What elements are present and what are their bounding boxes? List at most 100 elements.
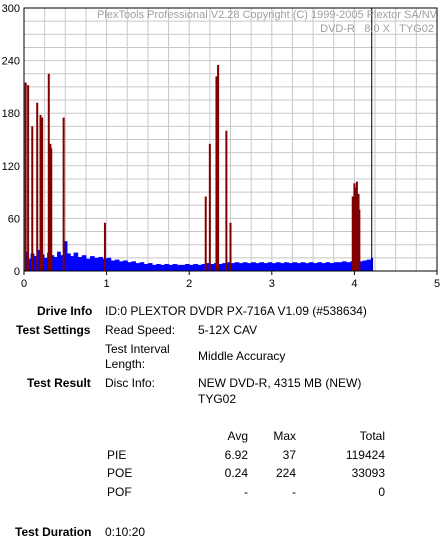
pif-bar: [351, 196, 354, 271]
pie-series: [25, 241, 374, 271]
pie-bar: [362, 260, 368, 271]
pif-bar: [208, 143, 211, 271]
pie-bar: [37, 249, 42, 271]
x-tick-label: 0: [21, 278, 27, 290]
pie-bar: [271, 263, 277, 271]
pif-bar: [31, 126, 34, 271]
y-tick-label: 60: [8, 213, 20, 225]
pie-bar: [300, 262, 306, 271]
x-tick-label: 5: [434, 278, 440, 290]
pie-bar: [180, 264, 186, 271]
pif-bar: [358, 209, 361, 271]
row-poe-total: 33093: [351, 466, 385, 480]
pif-bar: [103, 222, 106, 271]
pie-bar: [292, 262, 298, 271]
drive-info-value: ID:0 PLEXTOR DVDR PX-716A V1.09 (#538634…: [105, 304, 367, 318]
pie-bar: [152, 264, 157, 271]
pie-bar: [222, 263, 227, 271]
pie-bar: [33, 256, 38, 271]
pif-bar: [215, 76, 218, 271]
row-pie-total: 119424: [345, 448, 385, 462]
pie-bar: [85, 258, 91, 271]
pie-bar: [197, 264, 203, 271]
row-pie-name: PIE: [107, 448, 127, 462]
pie-bar: [346, 262, 351, 271]
plot-frame: [23, 7, 438, 272]
pie-bar: [160, 264, 165, 271]
pie-bar: [304, 263, 310, 271]
pie-bar: [337, 262, 343, 271]
pie-bar: [156, 263, 161, 271]
y-tick-label: 0: [14, 266, 20, 278]
y-tick-label: 300: [2, 3, 20, 15]
pie-bar: [73, 252, 79, 271]
disc-info-media-code: TYG02: [198, 392, 237, 406]
pie-bar: [230, 263, 236, 271]
pif-bar: [36, 102, 39, 272]
pie-bar: [63, 241, 68, 271]
pie-bar: [66, 253, 71, 271]
pie-bar: [242, 262, 248, 271]
pif-bar: [62, 117, 65, 271]
test-duration-label: Test Duration: [15, 525, 92, 539]
pie-bar: [118, 261, 124, 271]
x-axis-ticks: 0 1 2 3 4 5: [21, 271, 440, 290]
pie-bar: [296, 263, 302, 271]
pie-bar: [106, 257, 112, 271]
pie-bar: [259, 262, 265, 271]
pie-bar: [321, 263, 326, 271]
error-chart: PlexTools Professional V2.28 Copyright (…: [2, 3, 440, 290]
pie-bar: [329, 263, 335, 271]
col-header-avg: Avg: [227, 429, 248, 443]
pie-bar: [313, 263, 318, 271]
row-poe-name: POE: [107, 466, 133, 480]
pie-bar: [172, 263, 178, 271]
pie-bar: [135, 263, 141, 271]
pif-bar: [27, 85, 30, 271]
pie-bar: [255, 263, 260, 271]
pie-bar: [189, 264, 194, 271]
pie-bar: [77, 256, 83, 271]
pie-bar: [317, 262, 322, 271]
x-tick-label: 2: [186, 278, 192, 290]
test-interval-value: Middle Accuracy: [198, 349, 286, 363]
pie-bar: [70, 256, 75, 271]
pie-bar: [164, 263, 170, 271]
pie-bar: [333, 262, 339, 271]
x-tick-label: 1: [104, 278, 110, 290]
pie-bar: [114, 259, 120, 271]
pie-bar: [218, 263, 223, 271]
pie-bar: [251, 262, 256, 271]
pie-bar: [98, 256, 103, 271]
row-poe-max: 224: [275, 466, 296, 480]
test-result-label: Test Result: [27, 376, 91, 390]
pie-bar: [358, 261, 364, 271]
y-tick-label: 180: [2, 108, 20, 120]
read-speed-value: 5-12X CAV: [198, 323, 258, 337]
pie-bar: [201, 263, 207, 271]
pif-bar: [229, 222, 232, 271]
pie-bar: [143, 263, 149, 271]
pie-bar: [28, 258, 32, 271]
row-poe-avg: 0.24: [224, 466, 248, 480]
pie-bar: [139, 262, 145, 271]
pie-bar: [234, 262, 240, 271]
row-pof-avg: -: [244, 485, 248, 499]
pie-bar: [57, 251, 61, 271]
pie-bar: [81, 255, 87, 271]
pif-bar: [355, 181, 358, 271]
pie-bar: [308, 262, 314, 271]
test-duration-value: 0:10:20: [105, 525, 146, 539]
chart-subtitle-speed: 8.0 X: [364, 23, 390, 35]
row-pof-name: POF: [107, 485, 132, 499]
pie-bar: [205, 263, 211, 271]
pie-bar: [209, 263, 215, 271]
pie-bar: [366, 259, 372, 271]
test-interval-label-line1: Test Interval: [105, 342, 170, 356]
pie-bar: [193, 263, 198, 271]
pif-bar: [225, 130, 228, 271]
pie-bar: [275, 262, 281, 271]
y-tick-label: 120: [2, 161, 20, 173]
disc-info-label: Disc Info:: [105, 376, 156, 390]
pie-bar: [280, 263, 285, 271]
